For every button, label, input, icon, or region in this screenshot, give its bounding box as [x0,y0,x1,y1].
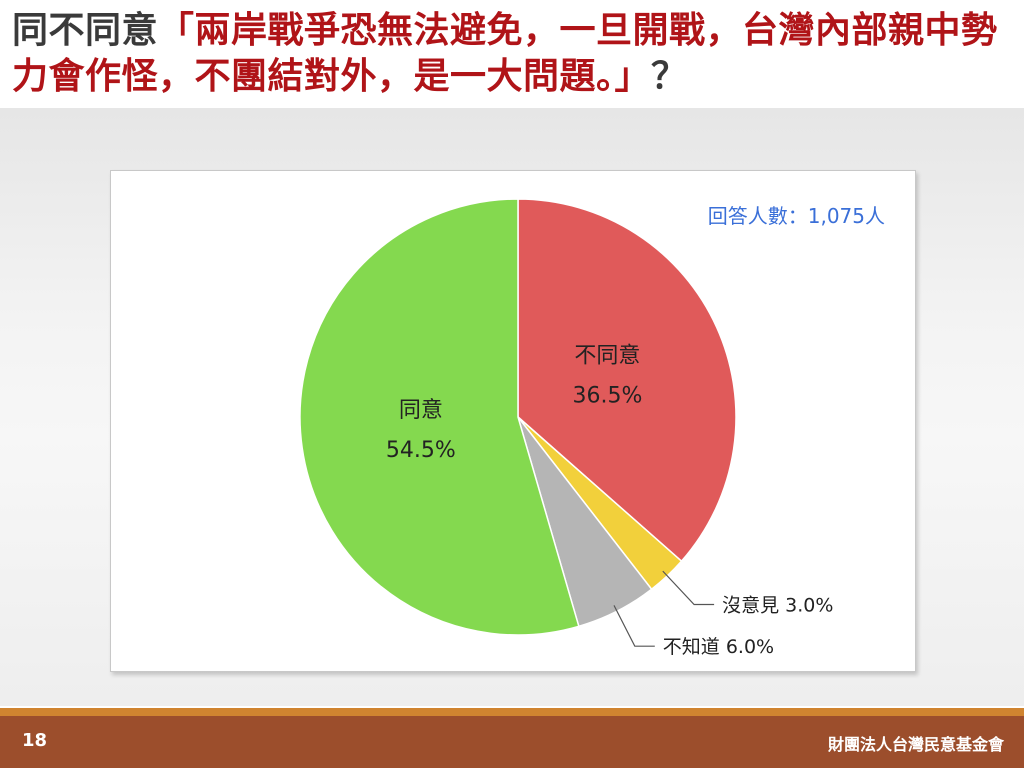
leader-line-dont-know [613,605,655,647]
slide-question-title: 同不同意「兩岸戰爭恐無法避免，一旦開戰，台灣內部親中勢力會作怪，不團結對外，是一… [12,8,1012,100]
question-suffix: ？ [651,56,688,97]
slice-label-agree: 同意 [399,398,443,423]
respondents-count-label: 回答人數：1,075人 [708,204,885,228]
slice-value-disagree: 36.5% [572,384,642,409]
slice-value-agree: 54.5% [386,438,456,463]
question-body: 「兩岸戰爭恐無法避免，一旦開戰，台灣內部親中勢力會作怪，不團結對外，是一大問題。… [12,10,998,97]
footer-bar: 18 財團法人台灣民意基金會 [0,716,1024,768]
leader-line-no-opinion [662,570,715,606]
slice-label-dont-know: 不知道 6.0% [663,636,774,658]
pie-slice-disagree [517,198,737,563]
footer-accent-line [0,708,1024,716]
chart-frame: 不同意 36.5% 沒意見 3.0% 不知道 6.0% 同意 54.5% 回答人數：1,07… [110,170,916,672]
question-prefix: 同不同意 [12,10,159,51]
page-number: 18 [22,730,48,751]
slice-label-disagree: 不同意 [574,344,640,369]
pie-chart: 不同意 36.5% 沒意見 3.0% 不知道 6.0% 同意 54.5% 回答人數：1,07… [299,198,885,658]
slice-label-no-opinion: 沒意見 3.0% [722,595,833,617]
pie-slice-agree [299,198,580,636]
organization-name: 財團法人台灣民意基金會 [827,735,1004,754]
